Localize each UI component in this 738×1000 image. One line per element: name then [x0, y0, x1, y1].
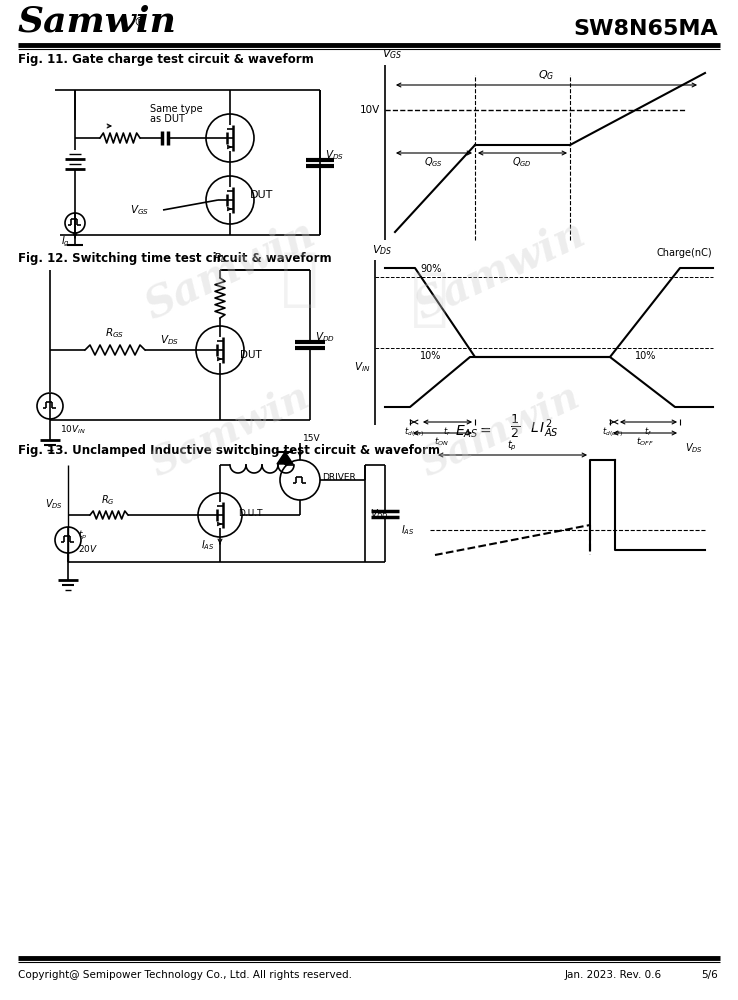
Text: $V_{DS}$: $V_{DS}$	[325, 148, 344, 162]
Text: $t_p$: $t_p$	[78, 528, 87, 542]
Text: $R_L$: $R_L$	[213, 251, 227, 265]
Text: Samwin: Samwin	[138, 212, 322, 328]
Text: $R_{GS}$: $R_{GS}$	[106, 326, 125, 340]
Text: Fig. 12. Switching time test circuit & waveform: Fig. 12. Switching time test circuit & w…	[18, 252, 331, 265]
Text: Samwin: Samwin	[145, 377, 316, 483]
Text: $t_{ON}$: $t_{ON}$	[435, 436, 449, 448]
Text: D.U.T: D.U.T	[238, 508, 263, 518]
Text: Fig. 11. Gate charge test circuit & waveform: Fig. 11. Gate charge test circuit & wave…	[18, 53, 314, 66]
Text: as DUT: as DUT	[150, 114, 185, 124]
Text: $Q_G$: $Q_G$	[538, 68, 554, 82]
Text: DUT: DUT	[240, 350, 262, 360]
Text: Jan. 2023. Rev. 0.6: Jan. 2023. Rev. 0.6	[565, 970, 662, 980]
Text: Charge(nC): Charge(nC)	[656, 248, 712, 258]
Text: $t_{OFF}$: $t_{OFF}$	[636, 436, 654, 448]
Text: $V_{DS}$: $V_{DS}$	[45, 497, 63, 511]
Text: 90%: 90%	[420, 264, 441, 274]
Text: $\frac{1}{2}$: $\frac{1}{2}$	[510, 412, 520, 440]
Text: 10%: 10%	[635, 351, 656, 361]
Text: $I_g$: $I_g$	[61, 235, 70, 249]
Text: $V_{DS}$: $V_{DS}$	[160, 333, 179, 347]
Text: DRIVER: DRIVER	[322, 474, 356, 483]
Text: $E_{AS}=$: $E_{AS}=$	[455, 424, 492, 440]
Text: DUT: DUT	[250, 190, 273, 200]
Text: $t_{d(off)}$: $t_{d(off)}$	[601, 425, 622, 439]
Text: 10V: 10V	[359, 105, 380, 115]
Text: Copyright@ Semipower Technology Co., Ltd. All rights reserved.: Copyright@ Semipower Technology Co., Ltd…	[18, 970, 352, 980]
Text: $V_{DS}$: $V_{DS}$	[685, 441, 703, 455]
Text: Fig. 13. Unclamped Inductive switching test circuit & waveform: Fig. 13. Unclamped Inductive switching t…	[18, 444, 440, 457]
Text: Samwin: Samwin	[408, 212, 592, 328]
Text: L: L	[252, 447, 258, 457]
Text: $V_{DD}$: $V_{DD}$	[315, 330, 335, 344]
Text: $t_f$: $t_f$	[644, 425, 652, 438]
Polygon shape	[277, 452, 293, 464]
Text: 5/6: 5/6	[701, 970, 718, 980]
Text: $t_p$: $t_p$	[507, 439, 517, 453]
Text: 保: 保	[411, 270, 449, 330]
Text: $V_{GS}$: $V_{GS}$	[382, 47, 402, 61]
Text: 10%: 10%	[420, 351, 441, 361]
Text: $t_{d(on)}$: $t_{d(on)}$	[404, 425, 424, 439]
Text: 15V: 15V	[303, 434, 320, 443]
Text: $Q_{GS}$: $Q_{GS}$	[424, 155, 444, 169]
Text: $10V_{IN}$: $10V_{IN}$	[60, 424, 86, 436]
Text: $V_{DD}$: $V_{DD}$	[370, 507, 389, 521]
Text: $V_{DS}$: $V_{DS}$	[372, 243, 393, 257]
Text: $L\,I_{AS}^2$: $L\,I_{AS}^2$	[530, 417, 559, 440]
Text: Same type: Same type	[150, 104, 203, 114]
Text: $V_{IN}$: $V_{IN}$	[354, 360, 370, 374]
Text: $Q_{GD}$: $Q_{GD}$	[512, 155, 532, 169]
Text: Samwin: Samwin	[18, 5, 177, 39]
Text: $V_{GS}$: $V_{GS}$	[130, 203, 149, 217]
Text: Samwin: Samwin	[415, 377, 585, 483]
Text: $t_r$: $t_r$	[443, 425, 451, 438]
Text: $R_G$: $R_G$	[101, 493, 115, 507]
Text: $I_{AS}$: $I_{AS}$	[401, 523, 415, 537]
Text: $I_{AS}$: $I_{AS}$	[201, 538, 215, 552]
Text: SW8N65MA: SW8N65MA	[573, 19, 718, 39]
Text: ®: ®	[133, 16, 145, 29]
Text: 保: 保	[281, 250, 319, 310]
Text: $20V$: $20V$	[78, 542, 98, 554]
